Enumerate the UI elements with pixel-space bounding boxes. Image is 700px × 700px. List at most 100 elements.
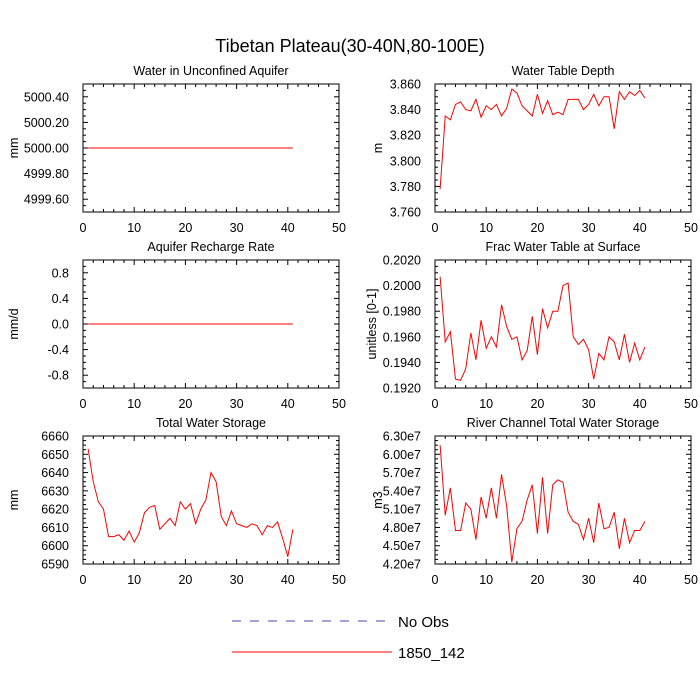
y-tick-label: 5.40e7 xyxy=(383,484,421,498)
panel-title: Water in Unconfined Aquifer xyxy=(133,64,288,78)
y-tick-label: 6650 xyxy=(41,448,69,462)
y-tick-label: 0.8 xyxy=(52,266,69,280)
x-tick-label: 30 xyxy=(230,221,244,235)
y-tick-label: 4999.60 xyxy=(24,193,69,207)
series-line xyxy=(87,448,294,557)
y-tick-label: 0.1980 xyxy=(383,305,421,319)
y-tick-label: -0.4 xyxy=(47,343,69,357)
x-tick-label: 20 xyxy=(178,397,192,411)
panel-title: Frac Water Table at Surface xyxy=(486,240,641,254)
x-tick-label: 50 xyxy=(684,221,698,235)
x-tick-label: 50 xyxy=(332,221,346,235)
x-tick-label: 10 xyxy=(127,221,141,235)
panel-1: Water in Unconfined Aquifer mm 0 10 20 30 40 50… xyxy=(7,64,346,235)
y-tick-label: 6610 xyxy=(41,521,69,535)
y-axis-label: unitless [0-1] xyxy=(365,289,379,360)
legend: No Obs 1850_142 xyxy=(232,614,465,662)
x-tick-label: 0 xyxy=(80,397,87,411)
plot-frame xyxy=(434,83,692,213)
plot-frame xyxy=(434,259,692,389)
legend-label-1850-142: 1850_142 xyxy=(398,645,465,662)
y-tick-label: 0.2000 xyxy=(383,279,421,293)
x-tick-label: 0 xyxy=(432,573,439,587)
panels: Water in Unconfined Aquifer mm 0 10 20 30 40 50… xyxy=(7,64,698,587)
y-tick-label: 5.70e7 xyxy=(383,466,421,480)
x-tick-label: 0 xyxy=(432,397,439,411)
y-tick-label: 6640 xyxy=(41,466,69,480)
x-tick-label: 0 xyxy=(432,221,439,235)
x-tick-label: 40 xyxy=(633,573,647,587)
y-tick-label: 6620 xyxy=(41,503,69,517)
y-tick-label: 4.80e7 xyxy=(383,521,421,535)
y-tick-label: 5000.20 xyxy=(24,116,69,130)
panel-title: Aquifer Recharge Rate xyxy=(147,240,274,254)
x-tick-label: 50 xyxy=(332,573,346,587)
y-tick-label: 6590 xyxy=(41,558,69,572)
series-line xyxy=(439,276,646,381)
x-tick-label: 10 xyxy=(479,573,493,587)
y-tick-label: 4.50e7 xyxy=(383,539,421,553)
x-tick-label: 40 xyxy=(281,221,295,235)
y-tick-label: 0.0 xyxy=(52,318,69,332)
y-tick-label: -0.8 xyxy=(47,369,69,383)
y-tick-label: 0.1920 xyxy=(383,382,421,396)
x-tick-label: 40 xyxy=(633,221,647,235)
y-tick-label: 4.20e7 xyxy=(383,558,421,572)
x-tick-label: 30 xyxy=(230,573,244,587)
y-tick-label: 5.10e7 xyxy=(383,503,421,517)
x-tick-label: 20 xyxy=(178,221,192,235)
y-axis-label: mm xyxy=(7,138,21,159)
panel-6: River Channel Total Water Storage m3 0 10 20… xyxy=(371,416,698,587)
y-tick-label: 6630 xyxy=(41,484,69,498)
panel-5: Total Water Storage mm 0 10 20 30 40 50 6590 6600… xyxy=(7,416,346,587)
x-tick-label: 30 xyxy=(582,221,596,235)
y-tick-label: 5000.00 xyxy=(24,142,69,156)
x-tick-label: 20 xyxy=(530,397,544,411)
y-tick-label: 3.780 xyxy=(390,180,421,194)
x-tick-label: 10 xyxy=(127,397,141,411)
y-tick-label: 3.860 xyxy=(390,78,421,92)
y-tick-label: 0.2020 xyxy=(383,254,421,268)
x-tick-label: 30 xyxy=(582,573,596,587)
y-tick-label: 6.00e7 xyxy=(383,448,421,462)
y-axis-label: m xyxy=(371,143,385,153)
y-tick-label: 0.1940 xyxy=(383,356,421,370)
y-tick-label: 3.840 xyxy=(390,103,421,117)
y-tick-label: 6660 xyxy=(41,430,69,444)
y-tick-label: 6.30e7 xyxy=(383,430,421,444)
panel-title: River Channel Total Water Storage xyxy=(467,416,660,430)
x-tick-label: 20 xyxy=(178,573,192,587)
y-axis-label: m3 xyxy=(371,491,385,508)
y-tick-label: 3.800 xyxy=(390,154,421,168)
x-tick-label: 30 xyxy=(230,397,244,411)
x-tick-label: 40 xyxy=(281,573,295,587)
y-tick-label: 4999.80 xyxy=(24,167,69,181)
x-tick-label: 50 xyxy=(332,397,346,411)
y-axis-label: mm/d xyxy=(7,308,21,339)
y-axis-label: mm xyxy=(7,490,21,511)
plot-frame xyxy=(82,435,340,565)
panel-title: Water Table Depth xyxy=(512,64,615,78)
x-tick-label: 40 xyxy=(633,397,647,411)
series-line xyxy=(439,445,646,563)
legend-label-no-obs: No Obs xyxy=(398,614,449,631)
x-tick-label: 40 xyxy=(281,397,295,411)
y-tick-label: 5000.40 xyxy=(24,90,69,104)
x-tick-label: 10 xyxy=(127,573,141,587)
figure-title: Tibetan Plateau(30-40N,80-100E) xyxy=(215,36,485,56)
x-tick-label: 0 xyxy=(80,221,87,235)
y-tick-label: 0.1960 xyxy=(383,330,421,344)
panel-4: Frac Water Table at Surface unitless [0-1… xyxy=(365,240,698,411)
panel-3: Aquifer Recharge Rate mm/d 0 10 20 30 40 50 -0.8… xyxy=(7,240,346,411)
x-tick-label: 50 xyxy=(684,397,698,411)
plot-frame xyxy=(434,435,692,565)
x-tick-label: 10 xyxy=(479,397,493,411)
y-tick-label: 0.4 xyxy=(52,292,69,306)
x-tick-label: 30 xyxy=(582,397,596,411)
panel-title: Total Water Storage xyxy=(156,416,266,430)
x-tick-label: 20 xyxy=(530,221,544,235)
x-tick-label: 10 xyxy=(479,221,493,235)
series-line xyxy=(439,88,646,189)
panel-2: Water Table Depth m 0 10 20 30 40 50 3.760 3.780 3… xyxy=(371,64,698,235)
